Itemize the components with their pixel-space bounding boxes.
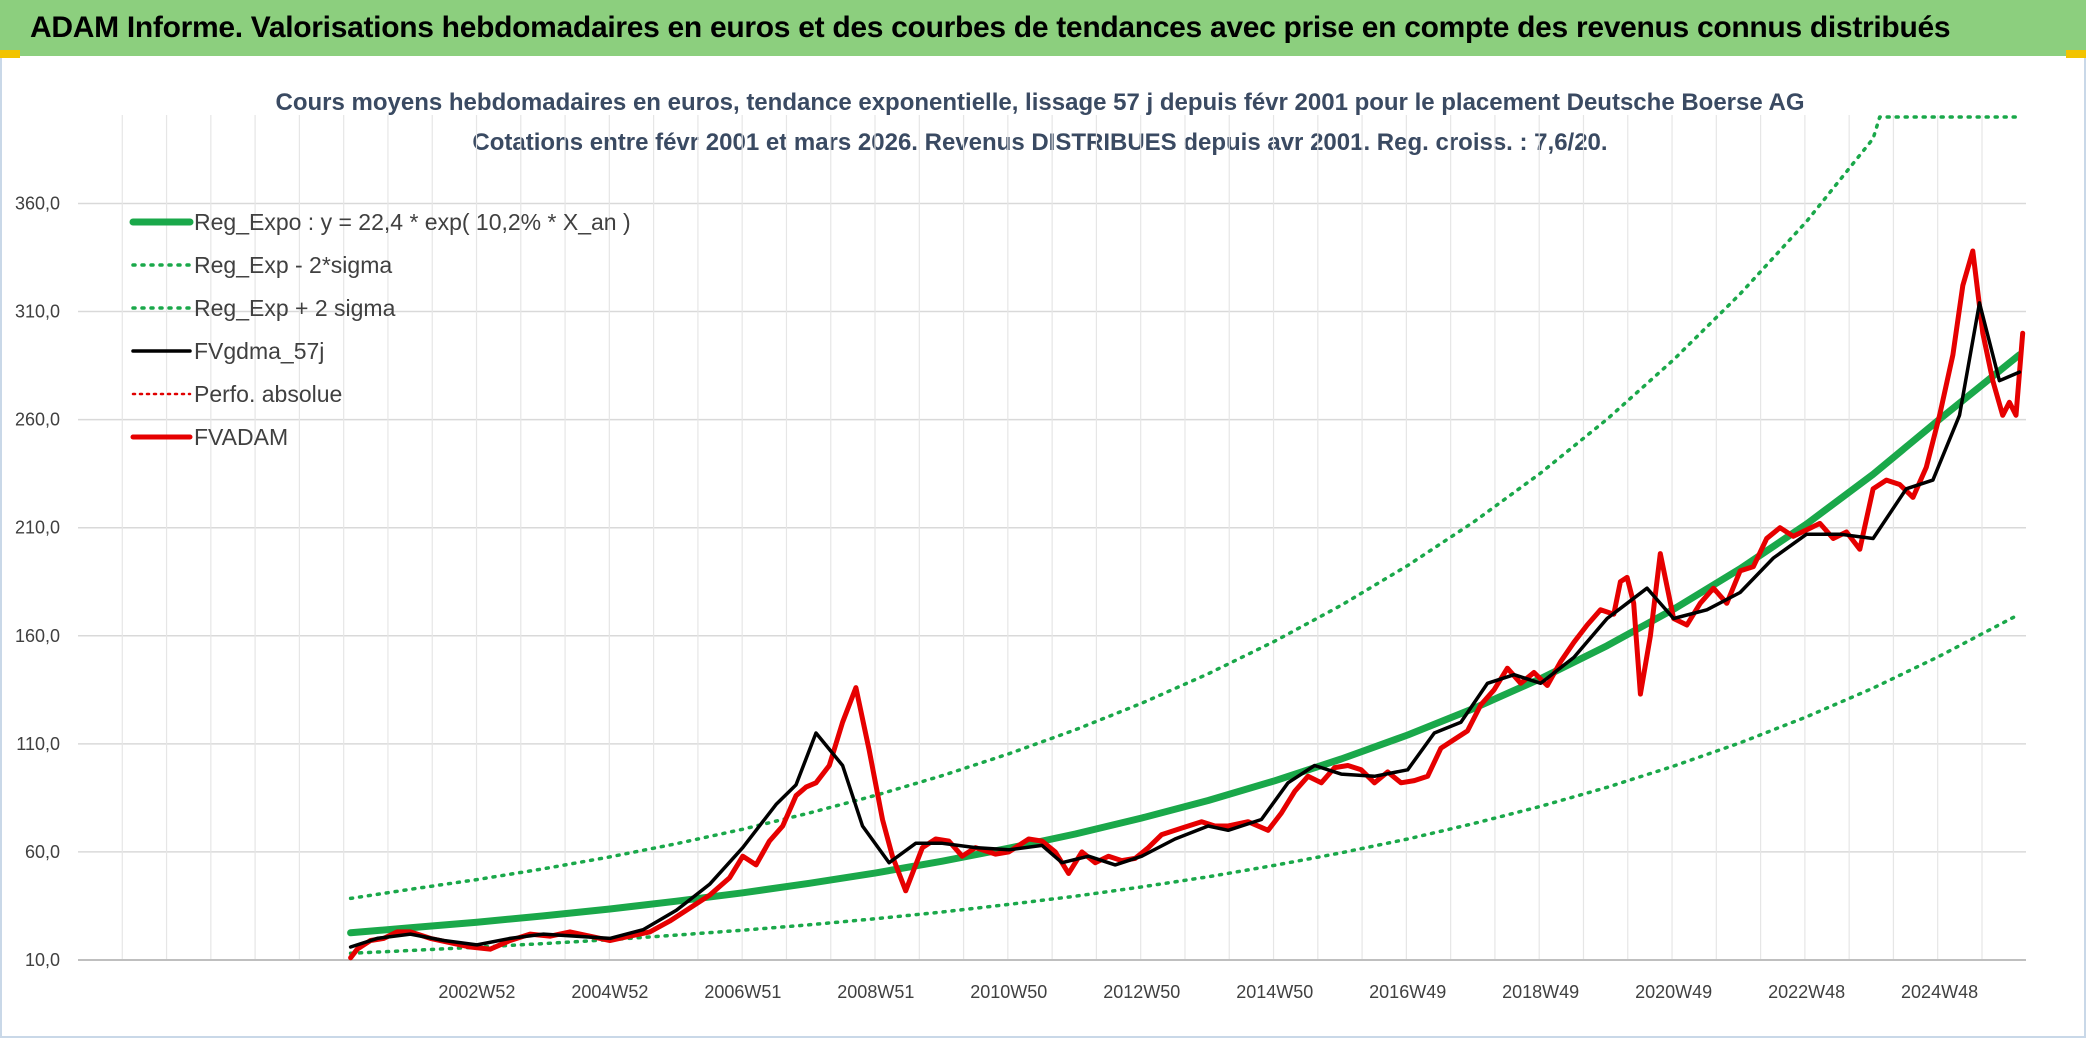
y-tick-label: 260,0: [15, 410, 60, 430]
x-tick-label: 2012W50: [1103, 982, 1180, 1002]
legend-label: Reg_Expo : y = 22,4 * exp( 10,2% * X_an …: [194, 209, 631, 235]
x-tick-label: 2014W50: [1236, 982, 1313, 1002]
y-tick-label: 60,0: [25, 842, 60, 862]
x-tick-label: 2004W52: [571, 982, 648, 1002]
legend: Reg_Expo : y = 22,4 * exp( 10,2% * X_an …: [129, 209, 631, 450]
series: [347, 115, 2026, 961]
x-tick-label: 2024W48: [1901, 982, 1978, 1002]
x-tick-label: 2020W49: [1635, 982, 1712, 1002]
y-tick-label: 110,0: [16, 734, 60, 754]
series-line-reg-expo: [347, 351, 2023, 937]
banner: ADAM Informe. Valorisations hebdomadaire…: [0, 0, 2086, 56]
grid: [78, 115, 2026, 961]
series-line-fvadam: [348, 248, 2026, 961]
legend-label: FVADAM: [194, 424, 288, 450]
y-axis-ticks: 10,0 60,0 110,0 160,0 210,0 260,0 310,0 360,0: [15, 193, 60, 970]
banner-corner-left: [0, 50, 20, 58]
y-tick-label: 210,0: [15, 518, 60, 538]
y-tick-label: 160,0: [15, 626, 60, 646]
y-tick-label: 310,0: [15, 302, 60, 322]
x-tick-label: 2018W49: [1502, 982, 1579, 1002]
series-line-fvgdma: [348, 301, 2022, 949]
chart-title-line-2: Cotations entre févr 2001 et mars 2026. …: [472, 129, 1607, 156]
legend-label: Reg_Exp + 2 sigma: [194, 295, 396, 321]
legend-label: FVgdma_57j: [194, 338, 324, 364]
x-tick-label: 2002W52: [438, 982, 515, 1002]
x-tick-label: 2022W48: [1768, 982, 1845, 1002]
y-tick-label: 10,0: [25, 950, 60, 970]
chart-title-line-1: Cours moyens hebdomadaires en euros, ten…: [276, 89, 1805, 116]
legend-label: Reg_Exp - 2*sigma: [194, 252, 392, 278]
legend-label: Perfo. absolue: [194, 381, 342, 407]
series-line-reg-plus: [348, 115, 2022, 901]
x-axis-ticks: 2002W52 2004W52 2006W51 2008W51 2010W50 2012W…: [438, 982, 1978, 1002]
y-tick-label: 360,0: [15, 193, 60, 213]
banner-corner-right: [2066, 50, 2086, 58]
x-tick-label: 2016W49: [1369, 982, 1446, 1002]
x-tick-label: 2008W51: [837, 982, 914, 1002]
x-tick-label: 2006W51: [704, 982, 781, 1002]
x-tick-label: 2010W50: [970, 982, 1047, 1002]
banner-title: ADAM Informe. Valorisations hebdomadaire…: [30, 11, 1951, 44]
